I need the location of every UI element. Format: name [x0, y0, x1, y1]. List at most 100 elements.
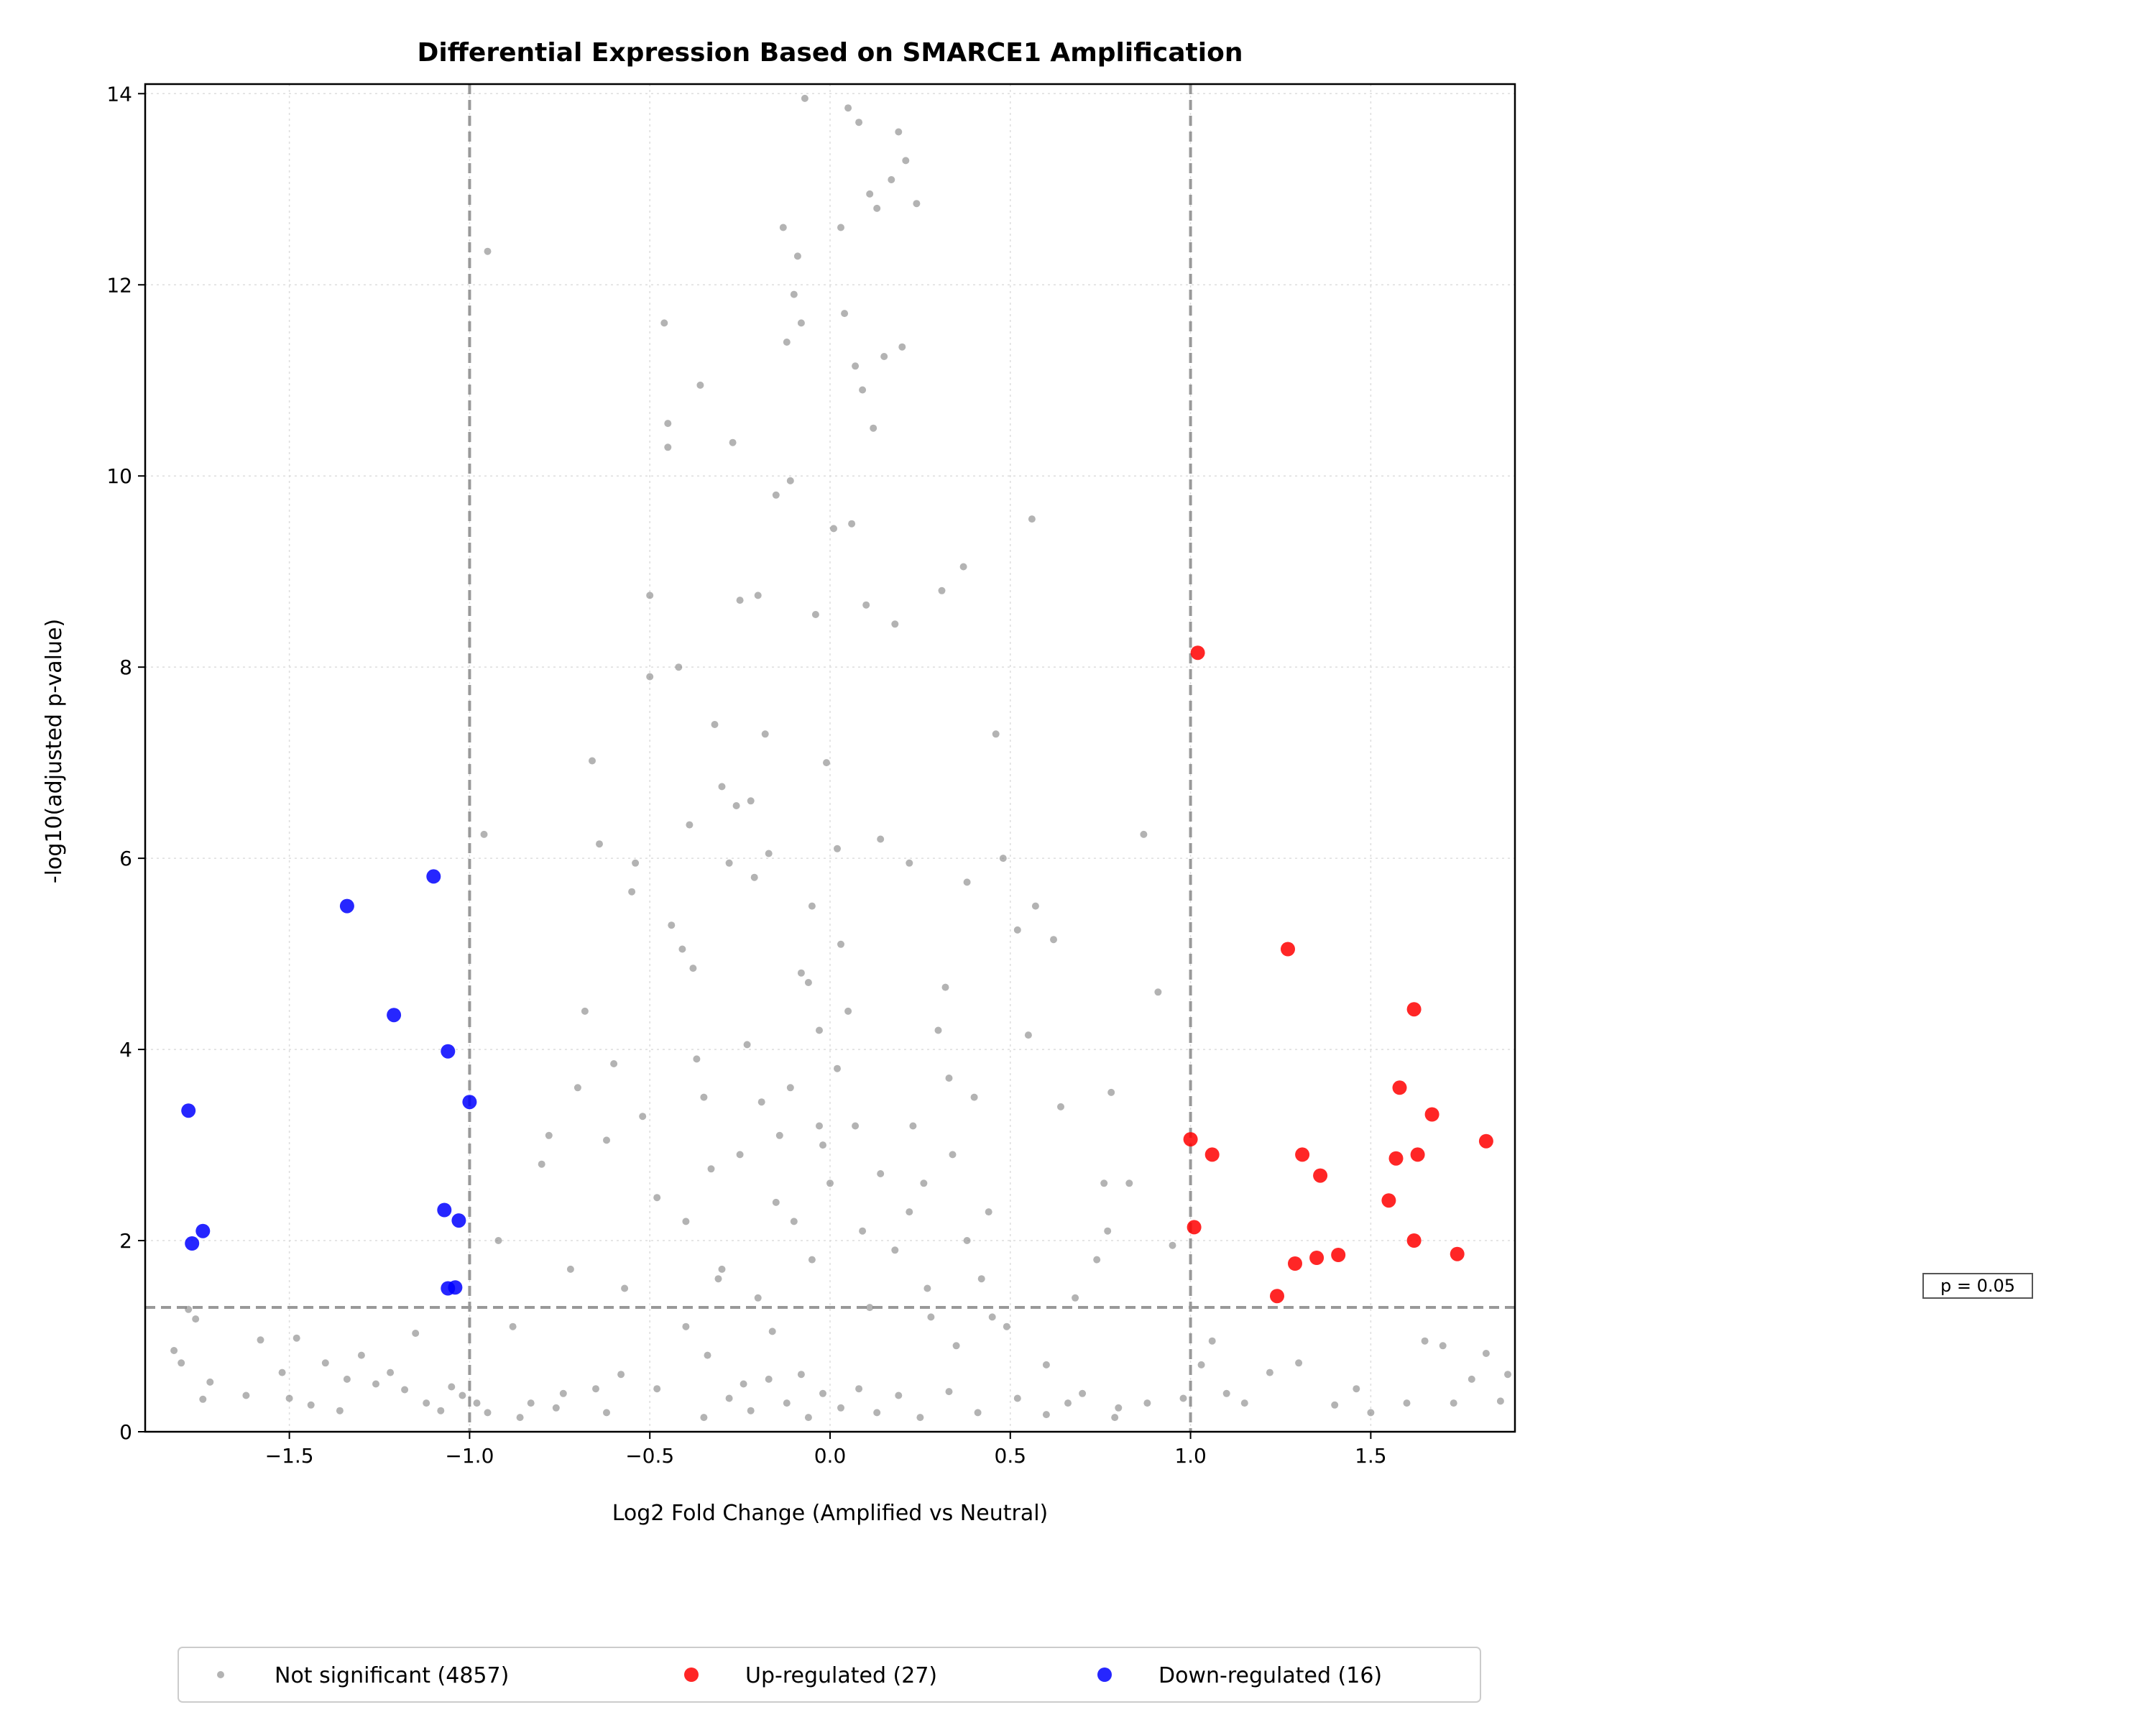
not-significant-point — [765, 850, 773, 857]
not-significant-point — [596, 840, 603, 848]
not-significant-point — [834, 845, 841, 852]
not-significant-point — [819, 1141, 826, 1149]
not-significant-point — [775, 1131, 783, 1139]
not-significant-point — [1115, 1404, 1123, 1412]
not-significant-point — [974, 1409, 982, 1417]
not-significant-point — [199, 1395, 207, 1403]
not-significant-point — [855, 1385, 863, 1393]
legend-label-down-regulated: Down-regulated (16) — [1158, 1663, 1382, 1688]
y-tick-label: 10 — [106, 464, 132, 488]
not-significant-point — [473, 1399, 481, 1407]
not-significant-point — [387, 1368, 395, 1376]
not-significant-point — [1504, 1371, 1511, 1379]
not-significant-point — [793, 252, 801, 260]
not-significant-point — [870, 424, 877, 432]
not-significant-point — [711, 721, 719, 728]
not-significant-point — [743, 1041, 751, 1049]
not-significant-point — [949, 1151, 957, 1159]
up-regulated-point — [1288, 1256, 1302, 1271]
y-tick-label: 2 — [119, 1229, 132, 1253]
legend-frame — [178, 1647, 1481, 1703]
not-significant-point — [906, 1208, 913, 1216]
x-tick-label: 0.5 — [995, 1444, 1027, 1468]
not-significant-point — [837, 940, 844, 948]
not-significant-point — [527, 1399, 535, 1407]
not-significant-point — [321, 1359, 329, 1367]
up-regulated-point — [1388, 1151, 1404, 1166]
not-significant-point — [848, 520, 856, 528]
not-significant-point — [736, 1151, 744, 1159]
not-significant-point — [895, 1392, 903, 1399]
up-regulated-point — [1190, 645, 1205, 661]
up-regulated-point — [1309, 1251, 1325, 1265]
not-significant-point — [895, 128, 903, 136]
not-significant-point — [1468, 1375, 1475, 1383]
not-significant-point — [888, 176, 895, 183]
not-significant-point — [963, 878, 971, 886]
not-significant-point — [1003, 1322, 1010, 1330]
x-axis-label: Log2 Fold Change (Amplified vs Neutral) — [612, 1501, 1049, 1526]
not-significant-point — [834, 1064, 841, 1072]
not-significant-point — [639, 1113, 647, 1121]
not-significant-point — [1295, 1359, 1303, 1367]
not-significant-point — [963, 1237, 971, 1244]
down-regulated-point — [448, 1280, 463, 1295]
not-significant-point — [707, 1165, 715, 1173]
x-tick-label: −1.0 — [445, 1444, 494, 1468]
up-regulated-point — [1406, 1002, 1422, 1017]
not-significant-point — [686, 821, 694, 829]
not-significant-point — [704, 1351, 711, 1359]
not-significant-point — [646, 673, 654, 681]
not-significant-point — [1079, 1389, 1087, 1397]
not-significant-point — [859, 386, 867, 394]
not-significant-point — [660, 319, 668, 327]
not-significant-point — [357, 1351, 365, 1359]
not-significant-point — [866, 190, 874, 198]
not-significant-point — [797, 1371, 805, 1379]
y-tick-label: 14 — [106, 82, 132, 106]
not-significant-point — [1104, 1227, 1112, 1235]
not-significant-point — [790, 1218, 798, 1225]
not-significant-point — [423, 1399, 430, 1407]
down-regulated-point — [195, 1223, 211, 1238]
not-significant-point — [844, 104, 852, 112]
not-significant-point — [952, 1342, 960, 1350]
not-significant-point — [278, 1368, 286, 1376]
not-significant-point — [592, 1385, 599, 1393]
not-significant-point — [401, 1386, 409, 1394]
not-significant-point — [945, 1075, 953, 1082]
not-significant-point — [938, 586, 946, 594]
not-significant-point — [459, 1392, 466, 1399]
chart-title: Differential Expression Based on SMARCE1… — [418, 38, 1243, 68]
not-significant-point — [783, 339, 791, 346]
not-significant-point — [804, 979, 812, 986]
not-significant-point — [779, 224, 787, 231]
not-significant-point — [1140, 830, 1148, 838]
up-regulated-point — [1424, 1107, 1439, 1122]
axes: −1.5 −1.0 −0.5 0.0 0.5 1.0 1.5 0 2 4 6 8 10 12 14 — [106, 82, 1386, 1468]
not-significant-point — [826, 1179, 834, 1187]
not-significant-point — [1266, 1368, 1273, 1376]
not-significant-point — [808, 1256, 816, 1264]
not-significant-point — [538, 1160, 545, 1168]
not-significant-point — [653, 1194, 661, 1202]
not-significant-point — [682, 1218, 690, 1225]
not-significant-point — [603, 1136, 610, 1144]
not-significant-point — [761, 730, 769, 738]
not-significant-point — [718, 1265, 726, 1273]
up-regulated-point — [1406, 1233, 1422, 1248]
up-regulated-point — [1313, 1168, 1328, 1183]
not-significant-point — [573, 1084, 581, 1092]
not-significant-point — [566, 1265, 574, 1273]
not-significant-point — [509, 1322, 517, 1330]
not-significant-point — [206, 1378, 214, 1386]
up-regulated-point — [1204, 1147, 1220, 1162]
not-significant-point — [747, 1407, 755, 1414]
legend-label-not-significant: Not significant (4857) — [275, 1663, 509, 1688]
not-significant-point — [675, 663, 683, 671]
not-significant-point — [754, 1294, 762, 1302]
not-significant-point — [909, 1122, 917, 1130]
not-significant-point — [729, 438, 737, 446]
not-significant-point — [1050, 936, 1057, 944]
not-significant-point — [945, 1388, 953, 1396]
